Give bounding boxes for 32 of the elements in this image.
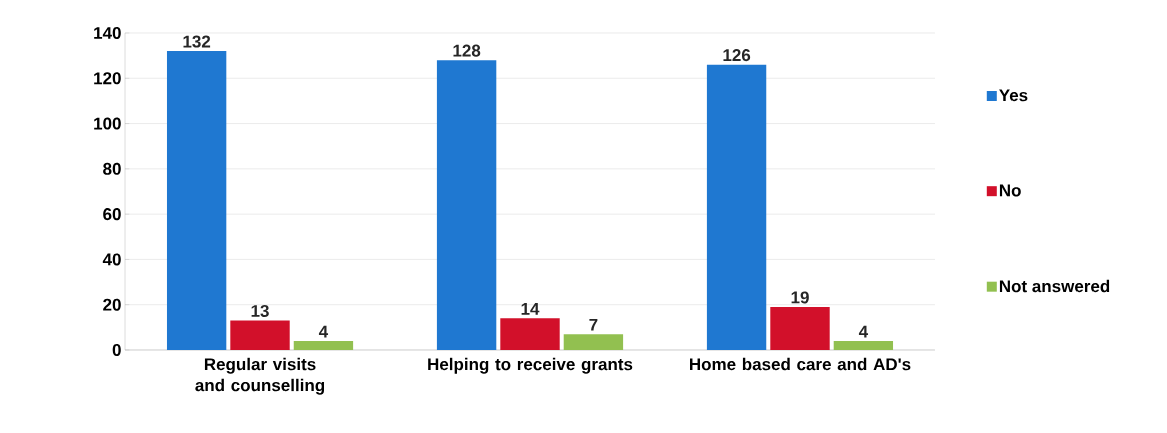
x-tick-label: Regular visits and counselling: [195, 357, 325, 395]
y-tick-label: 120: [94, 72, 121, 85]
data-label: 19: [791, 291, 809, 304]
data-label: 4: [858, 325, 869, 338]
y-tick-label: 60: [103, 208, 121, 221]
data-label: 4: [318, 325, 329, 338]
data-label: 7: [589, 318, 598, 331]
bar: [436, 60, 497, 350]
data-label: 128: [453, 44, 481, 57]
y-tick-label: 0: [112, 343, 121, 357]
data-label: 13: [251, 304, 269, 318]
bar: [770, 306, 830, 350]
x-tick-label: Helping to receive grants: [428, 357, 633, 374]
legend-label: Not answered: [999, 279, 1110, 293]
bar: [293, 340, 354, 350]
bar: [706, 64, 767, 350]
y-tick-label: 20: [103, 298, 121, 311]
bar: [166, 51, 227, 350]
y-tick-label: 40: [102, 253, 121, 266]
y-tick-label: 80: [103, 162, 121, 175]
data-label: 126: [723, 49, 751, 62]
bar: [500, 318, 560, 350]
legend-label: No: [999, 184, 1021, 197]
data-label: 14: [521, 303, 540, 315]
data-label: 132: [183, 35, 211, 48]
legend-label: Yes: [999, 89, 1028, 102]
y-tick-label: 100: [94, 117, 121, 130]
x-tick-label: Home based care and AD's: [690, 357, 911, 371]
bar: [563, 334, 624, 350]
y-tick-label: 140: [94, 26, 121, 40]
bar: [230, 320, 290, 350]
bar: [833, 340, 894, 350]
